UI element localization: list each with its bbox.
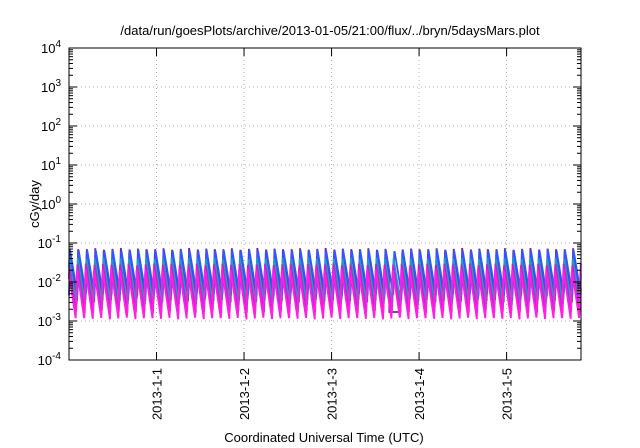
series-group	[68, 247, 582, 320]
y-tick-label: 100	[41, 195, 61, 212]
y-axis-label: cGy/day	[27, 180, 42, 228]
chart-title: /data/run/goesPlots/archive/2013-01-05/2…	[120, 23, 540, 38]
grid	[69, 48, 581, 360]
y-tick-label: 10-3	[38, 312, 62, 329]
x-axis-label: Coordinated Universal Time (UTC)	[224, 430, 423, 445]
x-tick-label: 2013-1-3	[325, 368, 340, 420]
y-tick-label: 10-1	[38, 234, 62, 251]
y-tick-label: 10-4	[38, 351, 62, 368]
x-axis: 2013-1-1 2013-1-2 2013-1-3 2013-1-4 2013-1-5	[150, 48, 515, 420]
x-tick-label: 2013-1-4	[412, 368, 427, 420]
x-tick-label: 2013-1-5	[500, 368, 515, 420]
y-tick-label: 103	[41, 78, 61, 95]
y-tick-label: 10-2	[38, 273, 62, 290]
y-tick-label: 104	[41, 39, 61, 56]
series-line-4	[68, 263, 582, 315]
y-axis: 10-4 10-3 10-2 10-1 100 101 102 103 104	[38, 39, 581, 368]
y-tick-label: 102	[41, 117, 61, 134]
y-tick-label: 101	[41, 156, 61, 173]
series-line-5	[68, 268, 582, 320]
x-tick-label: 2013-1-2	[237, 368, 252, 420]
x-tick-label: 2013-1-1	[150, 368, 165, 420]
